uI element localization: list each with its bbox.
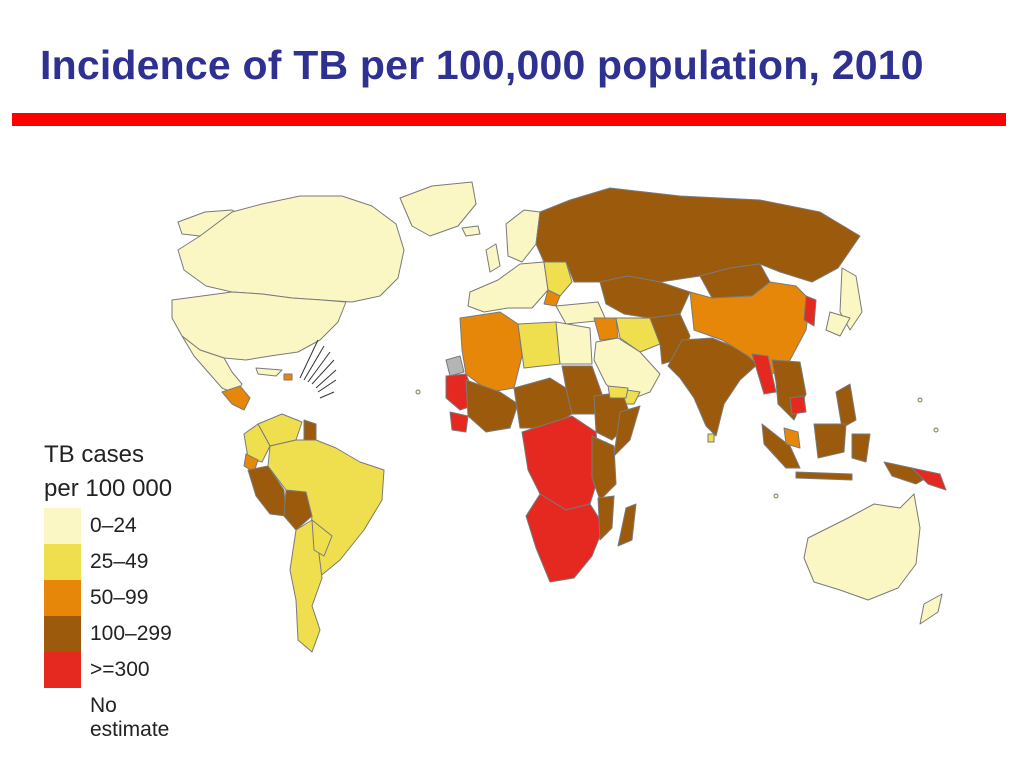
legend-label: 25–49 — [90, 550, 149, 573]
region-sudan — [561, 365, 603, 415]
legend-title-line1: TB cases — [44, 441, 145, 468]
legend-title-line2: per 100 000 — [44, 475, 173, 502]
region-korea — [803, 295, 817, 327]
region-central-africa — [521, 415, 601, 511]
legend-label: 50–99 — [90, 586, 149, 609]
legend-label: 100–299 — [90, 622, 172, 645]
island-dot — [415, 389, 421, 395]
legend-label: No estimate — [90, 694, 170, 741]
region-australia — [803, 493, 921, 601]
region-cambodia — [789, 395, 807, 415]
region-japan — [825, 311, 851, 337]
region-java — [795, 471, 853, 481]
region-sakhalin — [839, 267, 863, 331]
region-russia — [535, 187, 861, 283]
legend-label: 0–24 — [90, 514, 137, 537]
region-kenya-tanzania — [591, 435, 617, 501]
region-eritrea-djibouti — [607, 385, 629, 399]
island-dot — [773, 493, 779, 499]
legend-swatch — [44, 688, 81, 724]
legend-swatch — [44, 580, 81, 616]
legend-item: >=300 — [44, 650, 172, 688]
legend-item: 25–49 — [44, 542, 172, 580]
legend-item: 100–299 — [44, 614, 172, 652]
region-iraq-syria — [593, 317, 619, 341]
region-somalia — [613, 405, 641, 457]
region-europe-west — [467, 261, 549, 313]
region-guyana — [303, 419, 317, 441]
region-western-sahara — [445, 355, 465, 377]
legend-rows: 0–24 25–49 50–99 100–299 >=300 No estimate — [44, 506, 172, 741]
region-bangladesh-myanmar — [751, 353, 777, 395]
legend-swatch — [44, 544, 81, 580]
region-borneo — [813, 423, 847, 459]
region-sri-lanka — [707, 433, 715, 443]
region-haiti — [283, 373, 293, 381]
region-iceland — [461, 225, 481, 237]
region-egypt — [555, 321, 593, 365]
region-new-guinea — [883, 461, 931, 485]
region-scandinavia — [505, 209, 541, 263]
region-central-america — [221, 385, 251, 411]
region-sulawesi — [851, 433, 871, 463]
region-new-zealand — [919, 593, 943, 625]
legend-item: 50–99 — [44, 578, 172, 616]
region-southern-africa — [525, 493, 605, 583]
region-malaysia — [783, 427, 801, 449]
region-kazakhstan — [599, 275, 691, 319]
map-legend: TB cases per 100 000 0–24 25–49 50–99 100–2… — [44, 438, 173, 741]
region-png — [911, 467, 947, 491]
region-mozambique — [597, 495, 615, 541]
region-uk — [485, 243, 501, 273]
region-cuba — [255, 367, 283, 377]
region-china — [689, 281, 811, 377]
legend-swatch — [44, 616, 81, 652]
island-dot — [917, 397, 923, 403]
legend-swatch — [44, 508, 81, 544]
region-morocco-algeria — [459, 311, 523, 393]
region-libya — [517, 321, 561, 369]
region-greenland — [399, 181, 477, 237]
region-paraguay — [311, 519, 333, 557]
region-madagascar — [617, 503, 637, 547]
region-brazil — [267, 439, 385, 579]
legend-swatch — [44, 652, 81, 688]
island-dot — [933, 427, 939, 433]
legend-item: 0–24 — [44, 506, 172, 544]
legend-label: >=300 — [90, 658, 150, 681]
region-colombia — [243, 423, 271, 463]
title-rule — [12, 113, 1006, 126]
legend-item: No estimate — [44, 686, 172, 741]
slide-title: Incidence of TB per 100,000 population, … — [40, 42, 924, 88]
region-philippines — [835, 383, 857, 429]
region-iran — [615, 317, 661, 353]
region-canada — [177, 195, 405, 303]
caribbean-callout-lines — [299, 339, 337, 399]
region-sierra-leone — [449, 411, 469, 433]
